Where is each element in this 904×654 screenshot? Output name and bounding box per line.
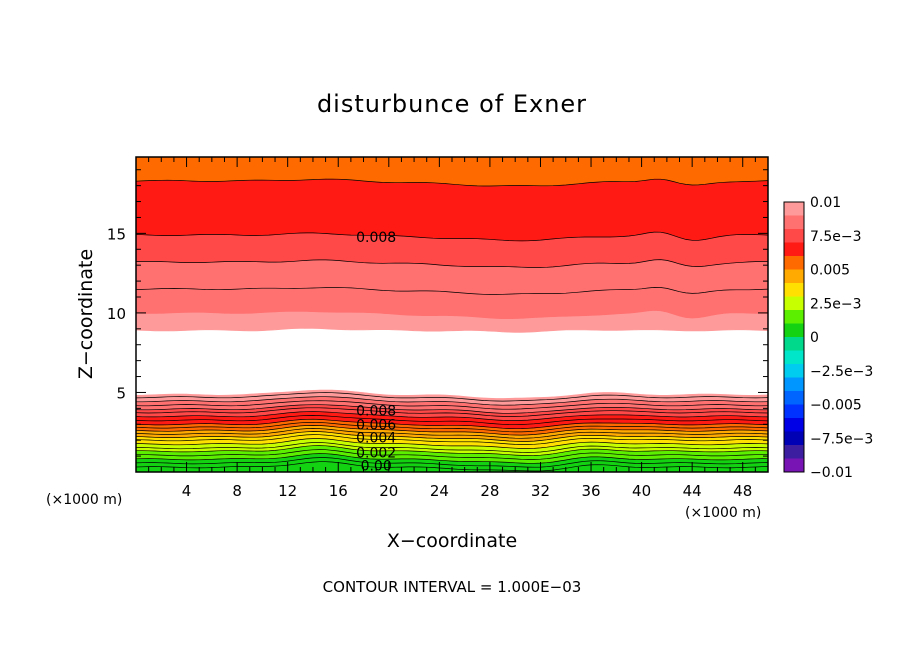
colorbar-band xyxy=(784,364,804,378)
contour-line xyxy=(136,392,768,402)
colorbar-band xyxy=(784,404,804,419)
contour-band xyxy=(136,327,768,399)
contour-label: 0.006 xyxy=(356,418,396,434)
contour-label: 0.008 xyxy=(356,403,396,419)
colorbar-frame xyxy=(783,201,805,473)
colorbar-band xyxy=(784,269,804,284)
contour-band xyxy=(136,157,768,187)
colorbar-band xyxy=(784,458,804,473)
chart-title: disturbunce of Exner xyxy=(317,90,587,118)
contour-interval-note: CONTOUR INTERVAL = 1.000E−03 xyxy=(323,578,582,596)
colorbar-band xyxy=(784,445,804,459)
contour-lines xyxy=(136,178,768,472)
contour-line xyxy=(136,434,768,445)
contour-line xyxy=(136,449,768,460)
contour-label: 0.008 xyxy=(356,230,396,246)
y-tick-label: 5 xyxy=(116,384,126,402)
x-tick-label: 32 xyxy=(531,482,550,500)
contour-band xyxy=(136,178,768,242)
contour-line xyxy=(136,438,768,449)
y-axis-ticks: 5 10 15 xyxy=(107,169,768,457)
x-tick-label: 16 xyxy=(329,482,348,500)
y-axis-label: Z−coordinate xyxy=(75,249,97,379)
contour-line xyxy=(136,231,768,242)
colorbar-band xyxy=(784,296,804,311)
x-tick-label: 28 xyxy=(480,482,499,500)
colorbar-band xyxy=(784,229,804,243)
contour-line xyxy=(136,287,768,295)
contour-line xyxy=(136,400,768,410)
contour-line xyxy=(136,425,768,436)
contour-line xyxy=(136,404,768,414)
contour-label: 0.004 xyxy=(356,431,396,447)
colorbar-band xyxy=(784,215,804,230)
contour-label: 0.002 xyxy=(356,446,396,462)
colorbar-label: −0.01 xyxy=(810,465,853,481)
colorbar-label: −0.005 xyxy=(810,398,862,414)
colorbar-label: 2.5e−3 xyxy=(810,296,862,312)
contour-line xyxy=(136,431,768,442)
contour-field xyxy=(136,157,768,472)
colorbar-label: 0.01 xyxy=(810,195,841,211)
colorbar-band xyxy=(784,418,804,432)
y-tick-label: 15 xyxy=(107,225,126,243)
colorbar-label: −7.5e−3 xyxy=(810,431,873,447)
colorbar-label: 0.005 xyxy=(810,263,850,279)
y-tick-label: 10 xyxy=(107,305,126,323)
colorbar-band xyxy=(784,350,804,365)
contour-line xyxy=(136,428,768,439)
x-tick-label: 20 xyxy=(379,482,398,500)
x-axis-ticks: 4 8 12 16 20 24 28 32 36 40 44 48 xyxy=(148,157,756,500)
x-unit-label-right: (×1000 m) xyxy=(685,505,761,521)
contour-line xyxy=(136,445,768,456)
colorbar-band xyxy=(784,377,804,392)
contour-label: 0.00 xyxy=(361,459,392,475)
contour-line xyxy=(136,457,768,468)
colorbar-band xyxy=(784,337,804,351)
colorbar-band xyxy=(784,431,804,446)
x-axis-label: X−coordinate xyxy=(387,530,517,552)
x-tick-label: 12 xyxy=(278,482,297,500)
colorbar-band xyxy=(784,202,804,216)
x-unit-label-left: (×1000 m) xyxy=(46,492,122,508)
contour-line xyxy=(136,418,768,430)
contour-line xyxy=(136,415,768,426)
colorbar-label: 7.5e−3 xyxy=(810,229,862,245)
colorbar-band xyxy=(784,242,804,257)
x-tick-label: 36 xyxy=(581,482,600,500)
x-tick-label: 48 xyxy=(733,482,752,500)
x-tick-label: 44 xyxy=(683,482,702,500)
colorbar-label: 0 xyxy=(810,330,819,346)
contour-line xyxy=(136,259,768,268)
x-tick-label: 24 xyxy=(430,482,449,500)
colorbar-band xyxy=(784,256,804,270)
colorbar-band xyxy=(784,323,804,338)
contour-line xyxy=(136,407,768,417)
x-tick-label: 4 xyxy=(182,482,192,500)
colorbar-band xyxy=(784,310,804,324)
contour-line xyxy=(136,442,768,453)
x-tick-label: 8 xyxy=(232,482,242,500)
x-tick-label: 40 xyxy=(632,482,651,500)
contour-line xyxy=(136,453,768,464)
colorbar xyxy=(783,201,805,473)
colorbar-band xyxy=(784,391,804,405)
contour-line xyxy=(136,396,768,406)
colorbar-band xyxy=(784,283,804,297)
contour-line xyxy=(136,178,768,187)
colorbar-labels: 0.01 7.5e−3 0.005 2.5e−3 0 −2.5e−3 −0.005 −7.5e… xyxy=(810,195,873,481)
contour-line xyxy=(136,411,768,421)
contour-line xyxy=(136,421,768,433)
colorbar-label: −2.5e−3 xyxy=(810,364,873,380)
